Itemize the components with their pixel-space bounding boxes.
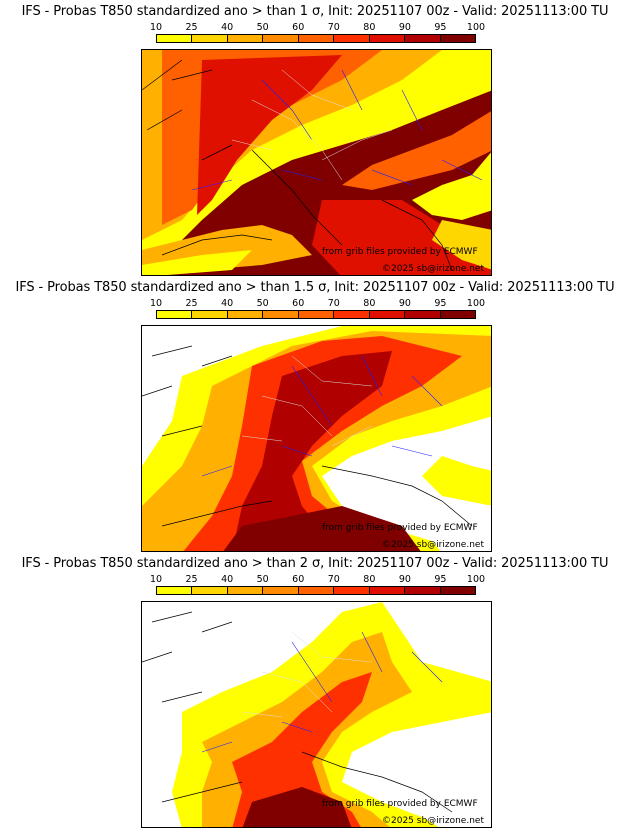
colorbar-segment: [369, 35, 406, 42]
colorbar-tick-label: 10: [149, 22, 163, 33]
colorbar-segment: [440, 311, 475, 318]
colorbar-tick-label: 25: [185, 298, 198, 309]
colorbar-segment: [440, 587, 475, 594]
colorbar-tick-label: 80: [363, 22, 376, 33]
colorbar-tick-label: 70: [327, 574, 340, 585]
colorbar-tick-label: 50: [256, 298, 269, 309]
colorbar-tick-label: 60: [292, 574, 305, 585]
credit-site: ©2025 sb@irizone.net: [382, 540, 484, 550]
colorbar-segment: [192, 35, 228, 42]
colorbar-tick-label: 100: [466, 574, 486, 585]
colorbar-tick-label: 10: [149, 574, 163, 585]
map-graphic: [142, 326, 491, 551]
map-panel-1sigma: IFS - Probas T850 standardized ano > tha…: [0, 0, 630, 276]
probability-map: from grib files provided by ECMWF ©2025 …: [141, 49, 492, 276]
colorbar-tick-label: 95: [434, 22, 447, 33]
colorbar-tick-label: 100: [466, 298, 486, 309]
colorbar-tick-label: 40: [221, 298, 234, 309]
panel-title: IFS - Probas T850 standardized ano > tha…: [21, 556, 609, 571]
colorbar-segment: [157, 587, 193, 594]
colorbar-segment: [227, 35, 264, 42]
colorbar-tick-label: 40: [221, 574, 234, 585]
colorbar-segment: [334, 35, 370, 42]
colorbar-tick-label: 95: [434, 298, 447, 309]
colorbar-segment: [298, 587, 335, 594]
map-panel-2sigma: IFS - Probas T850 standardized ano > tha…: [0, 552, 630, 828]
map-graphic: [142, 50, 491, 275]
colorbar-segment: [263, 35, 299, 42]
colorbar-segment: [263, 311, 299, 318]
colorbar-labels: 10 25 40 50 60 70 80 90 95 100: [150, 22, 485, 34]
colorbar-tick-label: 10: [149, 298, 163, 309]
colorbar-segment: [334, 587, 370, 594]
credit-site: ©2025 sb@irizone.net: [382, 816, 484, 826]
colorbar-segment: [405, 311, 441, 318]
colorbar-tick-label: 70: [327, 22, 340, 33]
panel-title: IFS - Probas T850 standardized ano > tha…: [21, 4, 609, 19]
colorbar-tick-label: 25: [185, 22, 198, 33]
credit-grib: from grib files provided by ECMWF: [322, 799, 478, 809]
colorbar-segment: [227, 587, 264, 594]
colorbar-tick-label: 40: [221, 22, 234, 33]
colorbar: [156, 34, 476, 43]
colorbar-tick-label: 80: [363, 574, 376, 585]
colorbar-labels: 10 25 40 50 60 70 80 90 95 100: [150, 574, 485, 586]
colorbar-segment: [440, 35, 475, 42]
credit-site: ©2025 sb@irizone.net: [382, 264, 484, 274]
colorbar-segment: [405, 35, 441, 42]
probability-map: from grib files provided by ECMWF ©2025 …: [141, 325, 492, 552]
colorbar-segment: [369, 587, 406, 594]
colorbar-tick-label: 60: [292, 298, 305, 309]
panel-title: IFS - Probas T850 standardized ano > tha…: [15, 280, 615, 295]
colorbar-segment: [334, 311, 370, 318]
colorbar-tick-label: 25: [185, 574, 198, 585]
probability-map: from grib files provided by ECMWF ©2025 …: [141, 601, 492, 828]
credit-grib: from grib files provided by ECMWF: [322, 523, 478, 533]
colorbar: [156, 310, 476, 319]
colorbar-segment: [298, 35, 335, 42]
colorbar-tick-label: 60: [292, 22, 305, 33]
colorbar-segment: [263, 587, 299, 594]
colorbar-tick-label: 50: [256, 22, 269, 33]
colorbar-tick-label: 80: [363, 298, 376, 309]
map-panel-1p5sigma: IFS - Probas T850 standardized ano > tha…: [0, 276, 630, 552]
colorbar-tick-label: 90: [398, 298, 411, 309]
colorbar-segment: [298, 311, 335, 318]
colorbar-segment: [157, 311, 193, 318]
colorbar: [156, 586, 476, 595]
colorbar-segment: [405, 587, 441, 594]
colorbar-segment: [369, 311, 406, 318]
colorbar-labels: 10 25 40 50 60 70 80 90 95 100: [150, 298, 485, 310]
colorbar-tick-label: 95: [434, 574, 447, 585]
map-graphic: [142, 602, 491, 827]
credit-grib: from grib files provided by ECMWF: [322, 247, 478, 257]
colorbar-tick-label: 70: [327, 298, 340, 309]
colorbar-segment: [192, 587, 228, 594]
colorbar-tick-label: 50: [256, 574, 269, 585]
colorbar-segment: [227, 311, 264, 318]
colorbar-segment: [157, 35, 193, 42]
colorbar-tick-label: 90: [398, 22, 411, 33]
colorbar-segment: [192, 311, 228, 318]
colorbar-tick-label: 100: [466, 22, 486, 33]
colorbar-tick-label: 90: [398, 574, 411, 585]
